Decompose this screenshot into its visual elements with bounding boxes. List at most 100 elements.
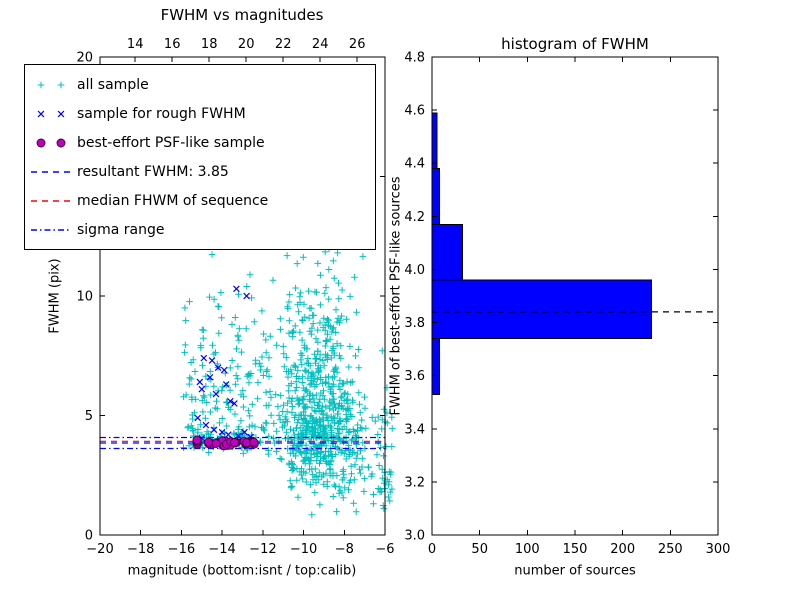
histogram-bar bbox=[431, 223, 463, 281]
plus-marker-icon bbox=[326, 402, 334, 410]
x-marker-icon bbox=[200, 354, 208, 362]
plus-marker-icon bbox=[373, 451, 381, 459]
plus-marker-icon bbox=[308, 511, 316, 519]
dashed-line-legend-marker-icon bbox=[25, 192, 77, 210]
plus-marker-icon bbox=[283, 428, 290, 436]
plus-marker-icon bbox=[322, 284, 330, 291]
plus-marker-icon bbox=[309, 320, 317, 327]
plus-marker-icon bbox=[301, 342, 308, 349]
plus-marker-icon bbox=[346, 405, 354, 412]
plus-marker-icon bbox=[316, 421, 323, 429]
y-tick-label: 4.8 bbox=[404, 51, 425, 66]
plus-marker-icon bbox=[355, 364, 363, 371]
plus-marker-icon bbox=[300, 300, 308, 308]
plus-marker-icon bbox=[37, 81, 45, 88]
plus-marker-icon bbox=[332, 365, 339, 373]
plus-marker-icon bbox=[326, 336, 334, 343]
x-marker-icon bbox=[198, 385, 206, 393]
plus-marker-icon bbox=[290, 327, 297, 335]
plus-marker-icon bbox=[325, 295, 332, 303]
plus-marker-icon bbox=[358, 416, 365, 424]
plus-marker-icon bbox=[200, 326, 207, 334]
plus-marker-icon bbox=[337, 342, 345, 349]
plus-marker-icon bbox=[321, 327, 329, 334]
y-tick-label: 3.8 bbox=[404, 316, 425, 331]
plus-marker-icon bbox=[317, 271, 324, 279]
plus-marker-icon bbox=[262, 419, 270, 427]
circle-marker-icon bbox=[204, 437, 214, 447]
plus-marker-icon bbox=[292, 284, 299, 292]
top-x-tick-label: 22 bbox=[275, 37, 292, 52]
plus-marker-icon bbox=[285, 329, 293, 337]
plus-legend-marker-icon bbox=[25, 76, 77, 94]
plus-marker-icon bbox=[326, 461, 334, 468]
plus-marker-icon bbox=[265, 447, 272, 454]
plus-marker-icon bbox=[322, 403, 330, 411]
plus-marker-icon bbox=[260, 330, 267, 338]
plus-marker-icon bbox=[330, 390, 337, 397]
x-tick-label: −18 bbox=[127, 542, 154, 557]
plus-marker-icon bbox=[327, 458, 335, 465]
plus-marker-icon bbox=[387, 468, 395, 476]
plus-marker-icon bbox=[182, 341, 189, 349]
plus-marker-icon bbox=[328, 354, 335, 362]
plus-marker-icon bbox=[189, 356, 197, 364]
plus-marker-icon bbox=[330, 324, 337, 332]
plus-marker-icon bbox=[312, 335, 320, 342]
plus-marker-icon bbox=[344, 396, 351, 403]
plus-marker-icon bbox=[199, 397, 206, 404]
plus-marker-icon bbox=[306, 457, 313, 464]
plus-marker-icon bbox=[288, 395, 296, 402]
plus-marker-icon bbox=[316, 319, 324, 327]
plus-marker-icon bbox=[380, 452, 387, 460]
plus-marker-icon bbox=[234, 363, 242, 370]
plus-marker-icon bbox=[239, 387, 247, 394]
plus-marker-icon bbox=[296, 329, 304, 336]
plus-marker-icon bbox=[181, 304, 189, 312]
plus-marker-icon bbox=[370, 500, 377, 508]
plus-marker-icon bbox=[338, 312, 345, 320]
plus-marker-icon bbox=[293, 442, 301, 450]
plus-marker-icon bbox=[201, 393, 208, 401]
plus-marker-icon bbox=[284, 305, 292, 312]
y-tick-label: 20 bbox=[76, 51, 93, 66]
plus-marker-icon bbox=[286, 477, 294, 484]
legend-item-4: median FHWM of sequence bbox=[25, 186, 375, 215]
plus-marker-icon bbox=[251, 318, 258, 325]
plus-marker-icon bbox=[202, 373, 209, 380]
plus-marker-icon bbox=[330, 395, 338, 403]
plus-marker-icon bbox=[340, 397, 348, 405]
plus-marker-icon bbox=[339, 468, 347, 475]
plus-marker-icon bbox=[320, 455, 327, 462]
plus-marker-icon bbox=[303, 345, 311, 353]
plus-marker-icon bbox=[337, 417, 344, 425]
plus-marker-icon bbox=[323, 414, 331, 422]
plus-marker-icon bbox=[379, 502, 387, 509]
plus-marker-icon bbox=[354, 450, 361, 458]
plus-marker-icon bbox=[248, 421, 256, 429]
legend-item-3: resultant FWHM: 3.85 bbox=[25, 157, 375, 186]
plus-marker-icon bbox=[288, 482, 296, 490]
plus-marker-icon bbox=[267, 412, 275, 419]
plus-marker-icon bbox=[245, 407, 252, 415]
plus-marker-icon bbox=[237, 391, 245, 398]
plus-marker-icon bbox=[336, 386, 344, 393]
plus-marker-icon bbox=[260, 372, 267, 379]
plus-marker-icon bbox=[295, 308, 302, 315]
plus-marker-icon bbox=[248, 294, 255, 302]
left-xaxis-label: magnitude (bottom:isnt / top:calib) bbox=[127, 563, 357, 579]
plus-marker-icon bbox=[218, 415, 226, 422]
plus-marker-icon bbox=[297, 411, 305, 419]
plus-marker-icon bbox=[374, 413, 382, 421]
x-marker-icon bbox=[212, 390, 220, 398]
plus-marker-icon bbox=[325, 373, 332, 380]
plus-marker-icon bbox=[298, 336, 306, 344]
x-marker-icon bbox=[241, 428, 248, 436]
plus-marker-icon bbox=[314, 260, 322, 267]
plus-marker-icon bbox=[331, 400, 338, 408]
plus-marker-icon bbox=[300, 415, 308, 422]
plus-marker-icon bbox=[375, 462, 383, 469]
plus-marker-icon bbox=[321, 290, 329, 297]
plus-marker-icon bbox=[291, 322, 299, 330]
circle-marker-icon bbox=[230, 438, 239, 447]
